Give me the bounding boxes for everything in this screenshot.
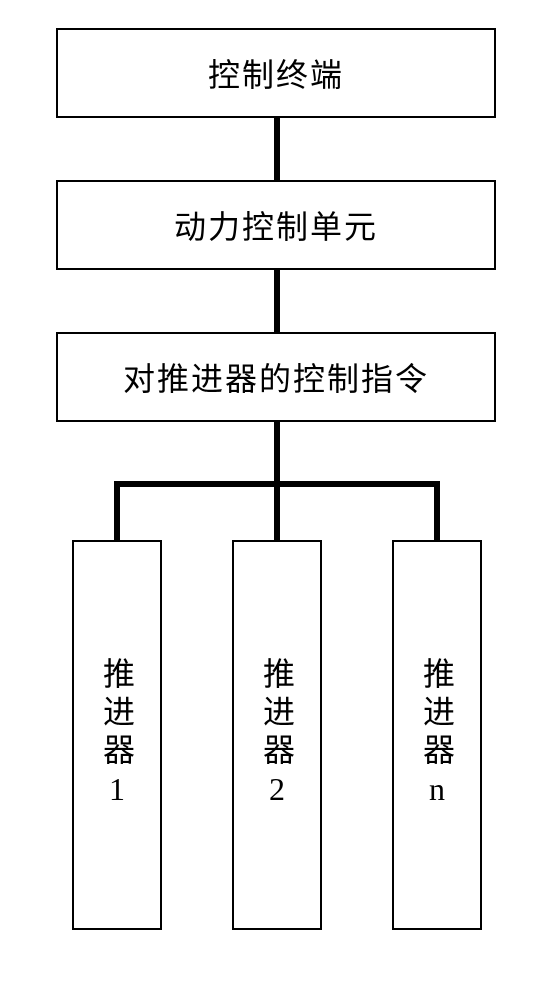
connector [274, 118, 280, 180]
node-thruster-1: 推进器1 [72, 540, 162, 930]
node-label: 控制终端 [208, 50, 344, 96]
connector [434, 481, 440, 540]
node-label: 动力控制单元 [174, 202, 378, 248]
node-label: 推进器2 [254, 657, 300, 813]
node-control-terminal: 控制终端 [56, 28, 496, 118]
node-label: 推进器1 [94, 657, 140, 813]
node-label: 对推进器的控制指令 [123, 354, 429, 400]
node-label: 推进器n [414, 657, 460, 813]
connector [274, 422, 280, 484]
node-thruster-n: 推进器n [392, 540, 482, 930]
connector [274, 270, 280, 332]
node-power-control-unit: 动力控制单元 [56, 180, 496, 270]
connector [114, 481, 120, 540]
connector [274, 481, 280, 540]
node-thruster-2: 推进器2 [232, 540, 322, 930]
node-control-command: 对推进器的控制指令 [56, 332, 496, 422]
